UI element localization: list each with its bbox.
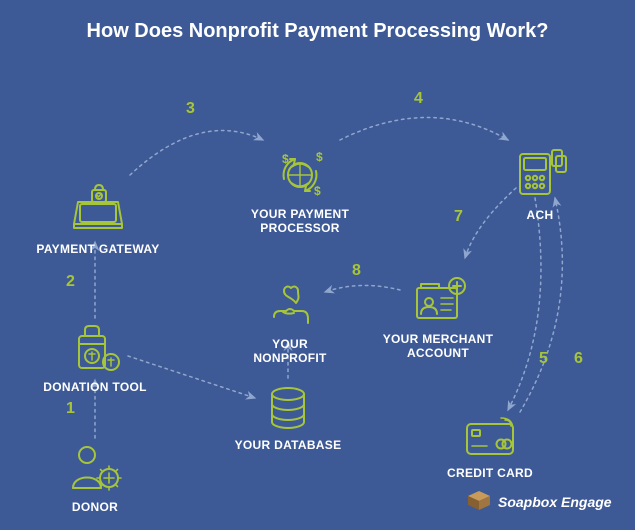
footer-brand: Soapbox Engage (466, 488, 612, 515)
credit-card-label: CREDIT CARD (420, 467, 560, 481)
step-number-5: 5 (539, 350, 548, 368)
brand-text: Soapbox Engage (498, 494, 612, 510)
step-number-4: 4 (414, 90, 423, 108)
svg-text:$: $ (282, 152, 289, 166)
soapbox-icon (466, 488, 492, 515)
svg-text:$: $ (316, 150, 323, 164)
credit-card-icon (461, 416, 519, 463)
merchant-account-icon (407, 274, 469, 329)
node-merchant-account: YOUR MERCHANTACCOUNT (368, 274, 508, 361)
payment-gateway-icon (68, 184, 128, 239)
payment-processor-label: YOUR PAYMENTPROCESSOR (230, 208, 370, 236)
node-donation-tool: DONATION TOOL (25, 322, 165, 395)
node-credit-card: CREDIT CARD (420, 416, 560, 481)
donation-tool-icon (67, 322, 123, 377)
merchant-account-label: YOUR MERCHANTACCOUNT (368, 333, 508, 361)
step-number-8: 8 (352, 262, 361, 280)
step-number-7: 7 (454, 208, 463, 226)
payment-gateway-label: PAYMENT GATEWAY (28, 243, 168, 257)
nonprofit-icon (264, 285, 316, 334)
step-number-2: 2 (66, 273, 75, 291)
page-title: How Does Nonprofit Payment Processing Wo… (0, 20, 635, 43)
your-database-label: YOUR DATABASE (218, 439, 358, 453)
database-icon (264, 384, 312, 435)
node-payment-gateway: PAYMENT GATEWAY (28, 184, 168, 257)
donation-tool-label: DONATION TOOL (25, 381, 165, 395)
node-payment-processor: $ $ $ YOUR PAYMENTPROCESSOR (230, 149, 370, 236)
donor-label: DONOR (25, 501, 165, 515)
title-text: How Does Nonprofit Payment Processing Wo… (87, 20, 549, 42)
svg-text:$: $ (314, 184, 321, 198)
step-number-1: 1 (66, 400, 75, 418)
donor-icon (67, 442, 123, 497)
node-donor: DONOR (25, 442, 165, 515)
ach-icon (512, 148, 568, 205)
edge-payment_processor-ach (340, 118, 508, 141)
your-nonprofit-label: YOURNONPROFIT (220, 338, 360, 366)
ach-label: ACH (470, 209, 610, 223)
node-your-nonprofit: YOURNONPROFIT (220, 285, 360, 366)
edge-credit_card-ach (520, 198, 562, 412)
node-ach: ACH (470, 148, 610, 223)
step-number-3: 3 (186, 100, 195, 118)
step-number-6: 6 (574, 350, 583, 368)
node-your-database: YOUR DATABASE (218, 384, 358, 453)
payment-processor-icon: $ $ $ (270, 149, 330, 204)
edge-ach-credit_card (508, 198, 541, 410)
